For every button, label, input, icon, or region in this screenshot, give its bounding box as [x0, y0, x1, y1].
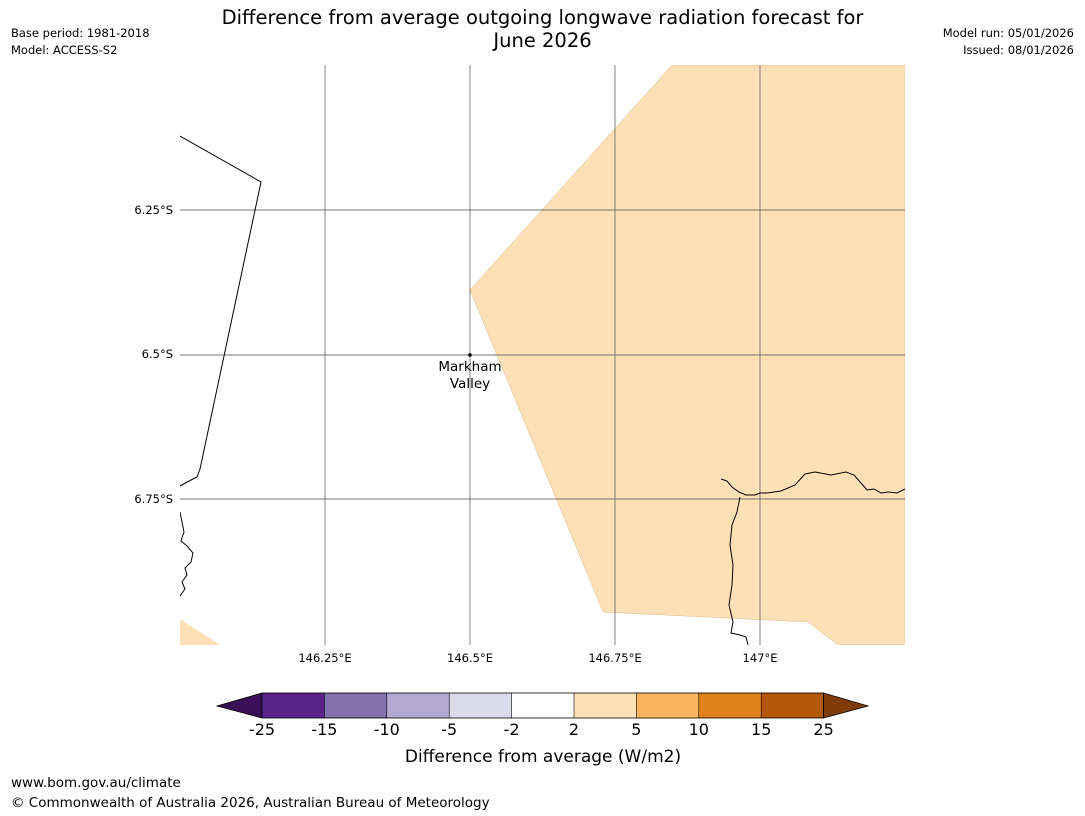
lat-labels: 6.25°S 6.5°S 6.75°S [134, 203, 173, 506]
river [728, 496, 749, 645]
colorbar-tick: -15 [311, 720, 337, 739]
colorbar-segment [262, 693, 325, 718]
colorbar-outline [261, 692, 824, 719]
colorbar-extend-low [215, 692, 263, 719]
colorbar-tick: 2 [569, 720, 579, 739]
base-period: Base period: 1981-2018 [11, 26, 150, 40]
lon-labels: 146.25°E 146.5°E 146.75°E 147°E [298, 651, 777, 665]
colorbar-tick: 10 [689, 720, 709, 739]
model-name: Model: ACCESS-S2 [11, 43, 118, 57]
colorbar-tick-labels: -25 -15 -10 -5 -2 2 5 10 15 25 [249, 720, 834, 739]
colorbar-segment [761, 693, 824, 718]
lon-label: 147°E [743, 651, 778, 665]
lat-label: 6.25°S [134, 203, 173, 217]
colorbar-segment [698, 693, 762, 718]
colorbar-tick: -25 [249, 720, 275, 739]
anomaly-region-corner [180, 619, 220, 645]
map-title-line1: Difference from average outgoing longwav… [221, 6, 864, 29]
footer-url: www.bom.gov.au/climate [11, 775, 181, 791]
colorbar-tick: -10 [374, 720, 400, 739]
colorbar-tick: -5 [441, 720, 457, 739]
lon-label: 146.75°E [588, 651, 641, 665]
province-boundary [180, 135, 262, 487]
lat-label: 6.75°S [134, 492, 173, 506]
map-title-line2: June 2026 [493, 29, 592, 52]
issued-date: Issued: 08/01/2026 [963, 43, 1074, 57]
colorbar-segment [324, 693, 387, 718]
colorbar-tick: 25 [813, 720, 833, 739]
map-title: Difference from average outgoing longwav… [0, 6, 1085, 52]
colorbar-tick: -2 [504, 720, 520, 739]
colorbar-segment [511, 693, 574, 718]
colorbar-segment [386, 693, 450, 718]
map-outlines [180, 135, 905, 645]
colorbar-extend-high [823, 692, 870, 719]
colorbar-tick: 15 [751, 720, 771, 739]
meta-right: Model run: 05/01/2026 Issued: 08/01/2026 [943, 25, 1074, 59]
meta-left: Base period: 1981-2018 Model: ACCESS-S2 [11, 25, 150, 59]
coastline-east [720, 471, 905, 496]
colorbar-label: Difference from average (W/m2) [405, 747, 681, 767]
lon-label: 146.25°E [298, 651, 351, 665]
colorbar-segment [636, 693, 699, 718]
lon-label: 146.5°E [447, 651, 493, 665]
colorbar-segment [574, 693, 637, 718]
lat-label: 6.5°S [142, 347, 173, 361]
model-run: Model run: 05/01/2026 [942, 26, 1074, 40]
colorbar-tick: 5 [631, 720, 641, 739]
colorbar-segment [449, 693, 512, 718]
place-marker [468, 353, 472, 357]
colorbar: -25 -15 -10 -5 -2 2 5 10 15 25 Differenc… [215, 692, 870, 767]
place-name-line2: Valley [450, 376, 490, 392]
coastline-west [180, 511, 194, 597]
map-panel: Markham Valley [180, 65, 905, 645]
colorbar-dividers [324, 693, 762, 718]
footer-copyright: © Commonwealth of Australia 2026, Austra… [11, 795, 490, 811]
place-name-line1: Markham [438, 359, 501, 375]
